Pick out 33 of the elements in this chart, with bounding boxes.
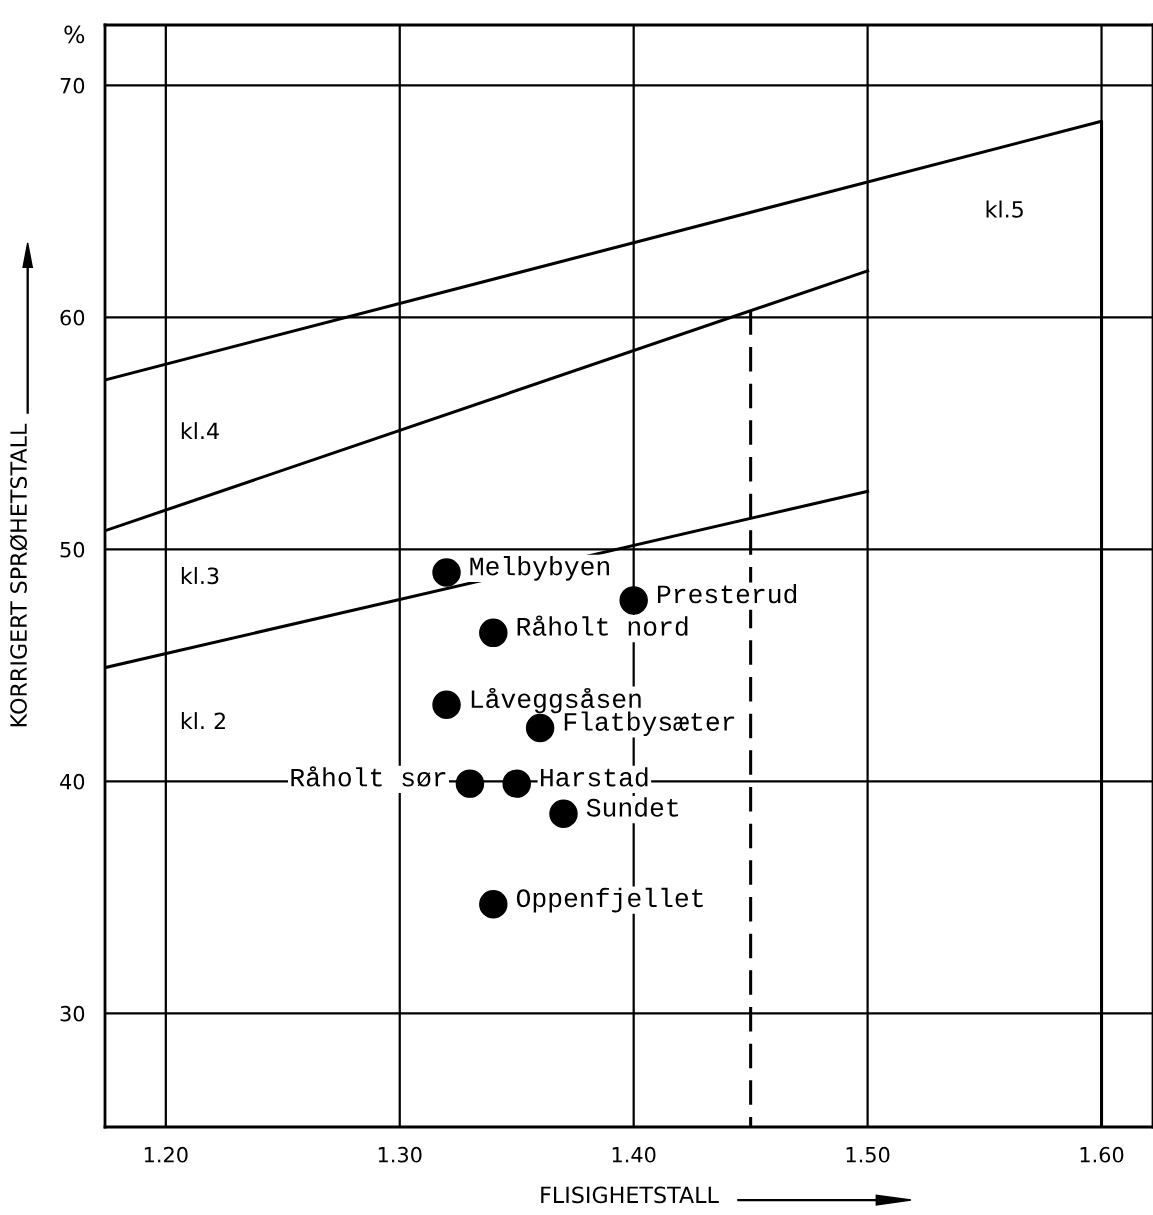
x-tick-label: 1.40 bbox=[612, 1146, 656, 1163]
y-tick-label: 60 bbox=[60, 309, 85, 326]
y-tick-label: 50 bbox=[60, 541, 85, 558]
y-axis-title: KORRIGERT SPRØHETSTALL bbox=[9, 423, 28, 727]
x-tick-label: 1.50 bbox=[846, 1146, 890, 1163]
point bbox=[619, 586, 648, 615]
data-label: Oppenfjellet bbox=[516, 887, 703, 913]
annotation: kl.3 bbox=[181, 567, 219, 585]
annotation: kl.4 bbox=[181, 422, 219, 440]
data-label: Råholt nord bbox=[517, 615, 688, 636]
data-label: Råholt sør bbox=[291, 766, 446, 787]
point bbox=[525, 713, 555, 743]
x-tick-label: 1.20 bbox=[144, 1146, 188, 1163]
x-tick-label: 1.60 bbox=[1080, 1146, 1124, 1163]
point bbox=[479, 890, 508, 919]
x-tick-label: 1.30 bbox=[378, 1146, 422, 1163]
x-axis-title: FLISIGHETSTALL bbox=[541, 1186, 719, 1204]
point bbox=[502, 769, 531, 798]
point bbox=[549, 799, 578, 829]
y-tick-label: 30 bbox=[60, 1005, 85, 1022]
text: % bbox=[64, 25, 85, 44]
point bbox=[479, 618, 508, 648]
data-label: Melbybyen bbox=[470, 556, 609, 581]
data-label: Harstad bbox=[541, 767, 648, 787]
data-label: Presterud bbox=[657, 583, 797, 604]
annotation: kl. 2 bbox=[181, 712, 225, 729]
point bbox=[432, 690, 461, 719]
annotation: kl.5 bbox=[986, 200, 1023, 218]
y-tick-label: 40 bbox=[60, 773, 85, 790]
y-tick-label: 70 bbox=[60, 77, 85, 94]
data-label: Sundet bbox=[586, 797, 679, 817]
point bbox=[455, 769, 485, 798]
point bbox=[432, 558, 461, 587]
